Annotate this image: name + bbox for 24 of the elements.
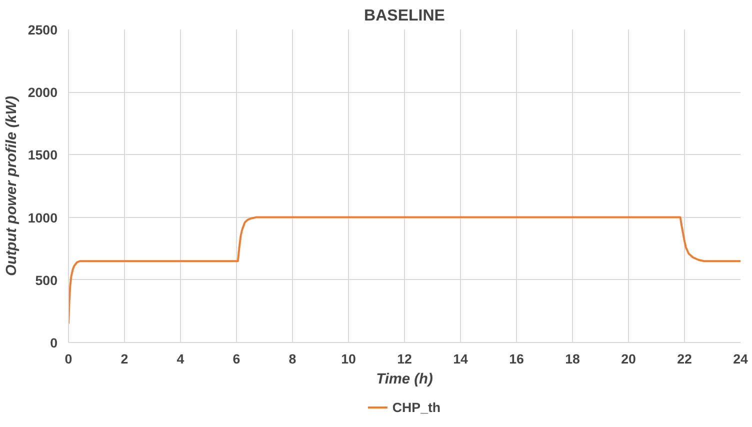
chart-title: BASELINE [364,8,446,24]
x-tick-label: 20 [621,352,636,366]
x-tick-label: 24 [733,352,748,366]
y-tick-label: 1000 [28,210,58,226]
y-tick-label: 2000 [28,85,58,100]
x-tick-label: 14 [453,352,468,366]
y-tick-label: 1500 [28,148,58,163]
y-axis-title: Output power profile (kW) [4,96,20,276]
x-tick-label: 6 [232,352,240,366]
y-tick-label: 500 [35,272,58,288]
x-tick-label: 18 [565,352,580,366]
legend-label: CHP_th [392,400,441,414]
line-series [68,216,740,325]
x-tick-label: 2 [120,352,128,366]
x-tick-label: 12 [397,352,412,366]
x-tick-label: 4 [176,352,185,366]
x-tick-label: 8 [288,352,296,366]
x-tick-label: 10 [341,352,356,366]
x-tick-label: 22 [677,352,692,366]
y-tick-label: 2500 [28,22,58,38]
x-tick-label: 0 [64,352,72,366]
x-axis-title: Time (h) [376,372,433,388]
x-tick-label: 16 [509,352,524,366]
y-tick-label: 0 [50,336,58,350]
